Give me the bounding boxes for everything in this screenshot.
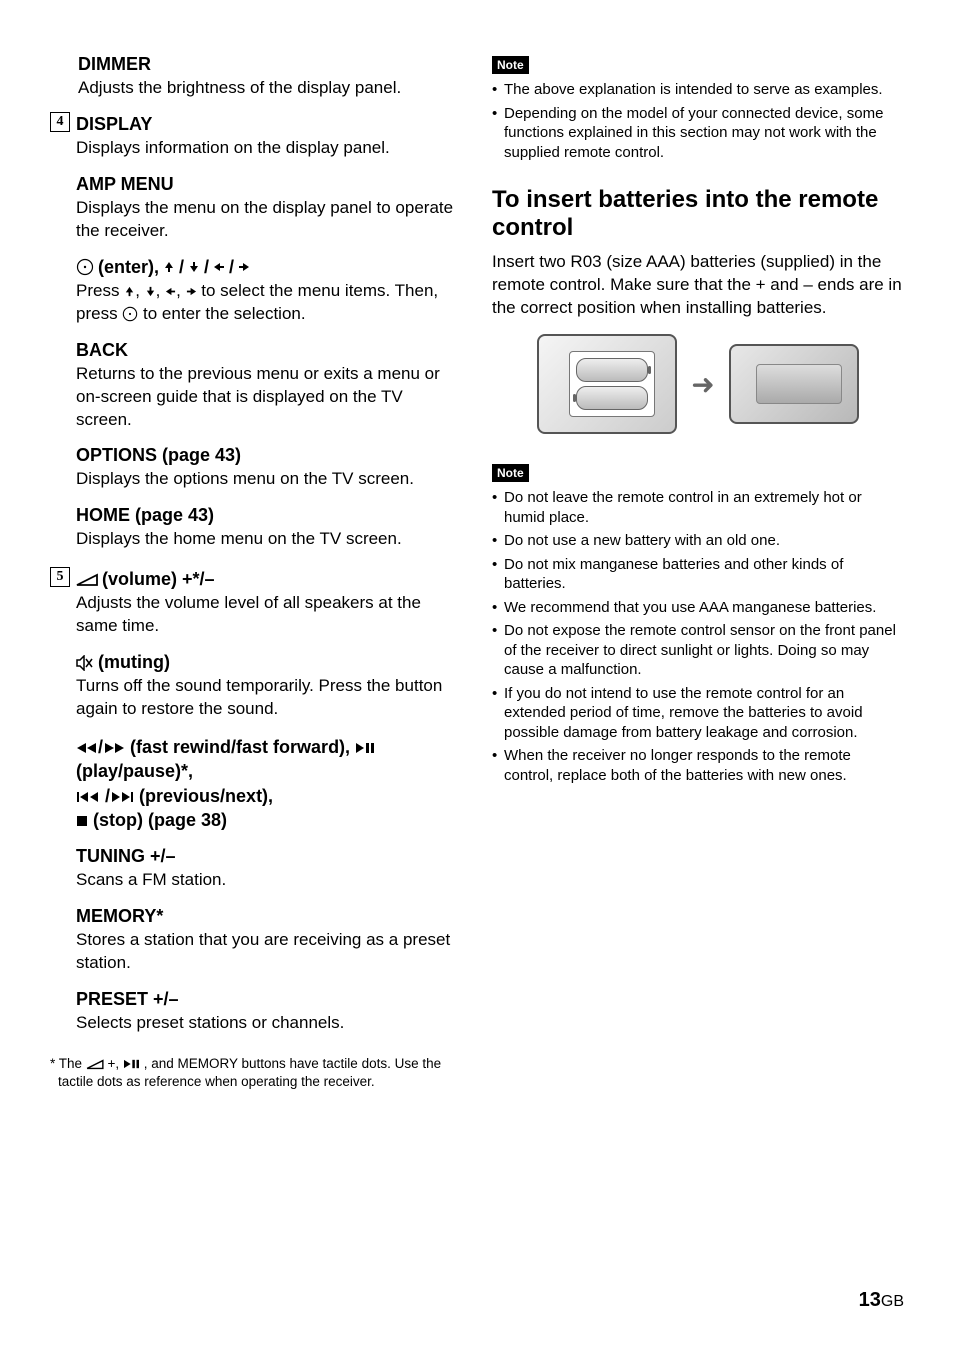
callout-4: 4 bbox=[50, 112, 70, 132]
note-item: If you do not intend to use the remote c… bbox=[492, 684, 904, 743]
ampmenu-title: AMP MENU bbox=[76, 174, 462, 195]
arrow-down-icon bbox=[188, 261, 200, 273]
dimmer-title: DIMMER bbox=[78, 54, 462, 75]
enter-title: (enter), /// bbox=[76, 257, 462, 278]
rewind-icon bbox=[76, 742, 98, 754]
transport-2a: (play/pause)*, bbox=[76, 761, 193, 781]
display-title: DISPLAY bbox=[76, 114, 462, 135]
next-icon bbox=[110, 791, 134, 803]
arrow-right-icon bbox=[186, 286, 197, 297]
enter-circle-icon bbox=[76, 258, 94, 276]
note-item: Do not expose the remote control sensor … bbox=[492, 621, 904, 680]
ampmenu-body: Displays the menu on the display panel t… bbox=[76, 197, 462, 243]
transport-3a: / bbox=[100, 786, 110, 806]
note-item: We recommend that you use AAA manganese … bbox=[492, 598, 904, 618]
muting-title: (muting) bbox=[76, 652, 462, 673]
back-body: Returns to the previous menu or exits a … bbox=[76, 363, 462, 432]
transport-title: / (fast rewind/fast forward), (play/paus… bbox=[76, 735, 462, 832]
batteries-intro: Insert two R03 (size AAA) batteries (sup… bbox=[492, 251, 904, 320]
batteries-heading: To insert batteries into the remote cont… bbox=[492, 186, 904, 241]
options-title: OPTIONS (page 43) bbox=[76, 445, 462, 466]
volume-body: Adjusts the volume level of all speakers… bbox=[76, 592, 462, 638]
battery-illustration: ➜ bbox=[492, 334, 904, 434]
remote-closed-image bbox=[729, 344, 859, 424]
preset-title: PRESET +/– bbox=[76, 989, 462, 1010]
footnote-a: * The bbox=[50, 1056, 86, 1071]
volume-triangle-icon bbox=[76, 573, 98, 587]
right-column: Note The above explanation is intended t… bbox=[492, 40, 904, 1090]
volume-title: (volume) +*/– bbox=[76, 569, 462, 590]
footnote-b: +, bbox=[108, 1056, 123, 1071]
note-item: Depending on the model of your connected… bbox=[492, 104, 904, 163]
options-body: Displays the options menu on the TV scre… bbox=[76, 468, 462, 491]
display-body: Displays information on the display pane… bbox=[76, 137, 462, 160]
transport-4: (stop) (page 38) bbox=[93, 810, 227, 830]
left-column: DIMMER Adjusts the brightness of the dis… bbox=[50, 40, 462, 1090]
back-title: BACK bbox=[76, 340, 462, 361]
forward-icon bbox=[103, 742, 125, 754]
enter-body-1: Press bbox=[76, 281, 124, 300]
note-item: When the receiver no longer responds to … bbox=[492, 746, 904, 785]
arrow-up-icon bbox=[163, 261, 175, 273]
notes-list-1: The above explanation is intended to ser… bbox=[492, 80, 904, 162]
muting-body: Turns off the sound temporarily. Press t… bbox=[76, 675, 462, 721]
arrow-up-icon bbox=[124, 286, 135, 297]
arrow-right-icon bbox=[238, 261, 250, 273]
note-item: Do not leave the remote control in an ex… bbox=[492, 488, 904, 527]
arrow-left-icon bbox=[165, 286, 176, 297]
play-pause-icon bbox=[355, 742, 375, 754]
footnote: * The +, , and MEMORY buttons have tacti… bbox=[50, 1055, 462, 1090]
enter-body-3: to enter the selection. bbox=[143, 304, 306, 323]
muting-icon bbox=[76, 655, 94, 671]
dimmer-body: Adjusts the brightness of the display pa… bbox=[78, 77, 462, 100]
remote-open-image bbox=[537, 334, 677, 434]
volume-label: (volume) +*/– bbox=[102, 569, 215, 590]
callout-5: 5 bbox=[50, 567, 70, 587]
volume-triangle-icon bbox=[86, 1059, 104, 1070]
page-number: 13GB bbox=[859, 1289, 904, 1312]
note-label-1: Note bbox=[492, 56, 529, 74]
home-title: HOME (page 43) bbox=[76, 505, 462, 526]
note-label-2: Note bbox=[492, 464, 529, 482]
enter-body: Press , , , to select the menu items. Th… bbox=[76, 280, 462, 326]
note-item: The above explanation is intended to ser… bbox=[492, 80, 904, 100]
memory-title: MEMORY* bbox=[76, 906, 462, 927]
arrow-left-icon bbox=[213, 261, 225, 273]
preset-body: Selects preset stations or channels. bbox=[76, 1012, 462, 1035]
transport-3b: (previous/next), bbox=[139, 786, 273, 806]
enter-label-a: (enter), bbox=[98, 257, 159, 278]
note-item: Do not mix manganese batteries and other… bbox=[492, 555, 904, 594]
previous-icon bbox=[76, 791, 100, 803]
memory-body: Stores a station that you are receiving … bbox=[76, 929, 462, 975]
play-pause-icon bbox=[123, 1059, 140, 1069]
transport-1b: (fast rewind/fast forward), bbox=[130, 737, 355, 757]
page-num-value: 13 bbox=[859, 1289, 881, 1311]
muting-label: (muting) bbox=[98, 652, 170, 673]
tuning-title: TUNING +/– bbox=[76, 846, 462, 867]
arrow-down-icon bbox=[145, 286, 156, 297]
enter-circle-icon bbox=[122, 306, 138, 322]
home-body: Displays the home menu on the TV screen. bbox=[76, 528, 462, 551]
stop-icon bbox=[76, 815, 88, 827]
tuning-body: Scans a FM station. bbox=[76, 869, 462, 892]
notes-list-2: Do not leave the remote control in an ex… bbox=[492, 488, 904, 785]
note-item: Do not use a new battery with an old one… bbox=[492, 531, 904, 551]
page-suffix: GB bbox=[881, 1293, 904, 1310]
arrow-right-icon: ➜ bbox=[691, 368, 714, 401]
